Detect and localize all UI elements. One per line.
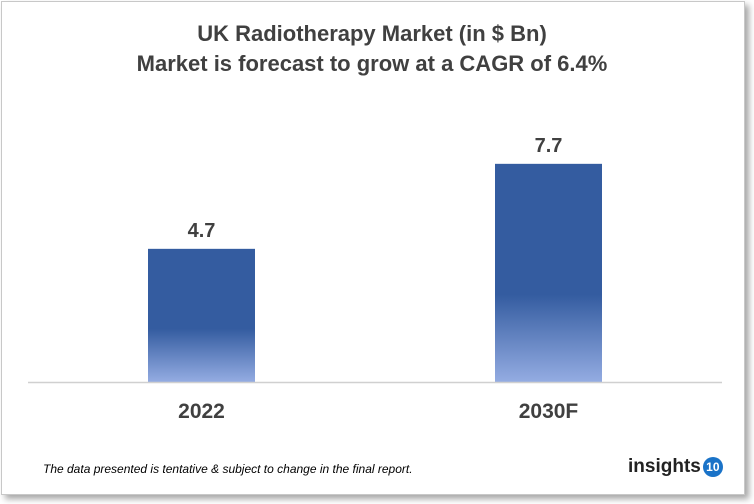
chart-title: UK Radiotherapy Market (in $ Bn)	[197, 21, 547, 46]
data-label: 7.7	[535, 135, 563, 157]
bar-2022	[148, 248, 255, 382]
chart-card	[1, 1, 745, 495]
data-label: 4.7	[188, 220, 216, 242]
x-tick-label: 2022	[178, 400, 225, 423]
insights10-logo: insights 10	[628, 456, 723, 478]
logo-text: insights	[628, 456, 701, 477]
bar-2030F	[495, 163, 602, 382]
logo-badge: 10	[702, 457, 723, 477]
x-tick-label: 2030F	[519, 400, 579, 423]
footnote: The data presented is tentative & subjec…	[43, 462, 413, 476]
chart-subtitle: Market is forecast to grow at a CAGR of …	[136, 51, 608, 76]
